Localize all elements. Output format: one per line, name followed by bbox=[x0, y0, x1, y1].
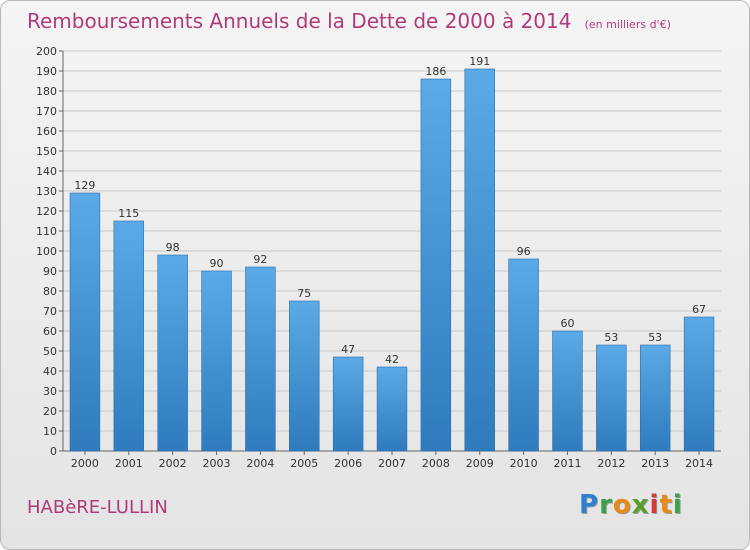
x-tick-label-2010: 2010 bbox=[510, 457, 538, 470]
bar-2000 bbox=[69, 192, 101, 452]
y-tick-label: 10 bbox=[43, 425, 57, 438]
data-label-2005: 75 bbox=[297, 287, 311, 300]
logo-letter: r bbox=[599, 490, 613, 520]
bar-2008 bbox=[420, 78, 452, 452]
x-tick-label-2011: 2011 bbox=[553, 457, 581, 470]
y-tick-label: 0 bbox=[50, 445, 57, 458]
data-label-2013: 53 bbox=[648, 331, 662, 344]
x-tick-label-2004: 2004 bbox=[246, 457, 274, 470]
data-label-2011: 60 bbox=[560, 317, 574, 330]
data-label-2000: 129 bbox=[74, 179, 95, 192]
x-tick-label-2009: 2009 bbox=[466, 457, 494, 470]
data-label-2010: 96 bbox=[517, 245, 531, 258]
bar-2009 bbox=[464, 68, 495, 452]
bar-2002 bbox=[157, 254, 188, 452]
bar-2004 bbox=[245, 266, 276, 452]
x-tick-label-2014: 2014 bbox=[685, 457, 713, 470]
data-label-2001: 115 bbox=[118, 207, 139, 220]
x-tick-label-2003: 2003 bbox=[203, 457, 231, 470]
data-label-2008: 186 bbox=[425, 65, 446, 78]
chart-subtitle: (en milliers d'€) bbox=[584, 18, 671, 31]
logo-letter: i bbox=[672, 490, 683, 520]
data-label-2004: 92 bbox=[253, 253, 267, 266]
y-tick-label: 60 bbox=[43, 325, 57, 338]
y-tick-label: 180 bbox=[36, 85, 57, 98]
logo-letter: t bbox=[659, 490, 673, 520]
data-label-2012: 53 bbox=[604, 331, 618, 344]
y-tick-label: 70 bbox=[43, 305, 57, 318]
y-tick-label: 190 bbox=[36, 65, 57, 78]
y-tick-label: 80 bbox=[43, 285, 57, 298]
x-tick-label-2012: 2012 bbox=[597, 457, 625, 470]
data-label-2007: 42 bbox=[385, 353, 399, 366]
y-tick-label: 20 bbox=[43, 405, 57, 418]
y-tick-label: 170 bbox=[36, 105, 57, 118]
bar-2006 bbox=[332, 356, 364, 452]
y-tick-label: 140 bbox=[36, 165, 57, 178]
y-tick-label: 160 bbox=[36, 125, 57, 138]
bar-2005 bbox=[289, 300, 320, 452]
x-tick-label-2005: 2005 bbox=[290, 457, 318, 470]
bar-2013 bbox=[639, 344, 671, 452]
bar-2010 bbox=[508, 258, 539, 452]
x-tick-label-2008: 2008 bbox=[422, 457, 450, 470]
proxiti-logo: Proxiti bbox=[579, 490, 683, 520]
commune-name: HABèRE-LULLIN bbox=[27, 497, 168, 518]
y-tick-label: 40 bbox=[43, 365, 57, 378]
logo-letter: x bbox=[631, 490, 650, 520]
data-label-2014: 67 bbox=[692, 303, 706, 316]
data-label-2009: 191 bbox=[469, 55, 490, 68]
title-row: Remboursements Annuels de la Dette de 20… bbox=[27, 9, 671, 33]
bar-2012 bbox=[596, 344, 627, 452]
data-label-2003: 90 bbox=[210, 257, 224, 270]
y-tick-label: 150 bbox=[36, 145, 57, 158]
logo-letter: o bbox=[612, 490, 632, 520]
y-tick-label: 90 bbox=[43, 265, 57, 278]
data-label-2002: 98 bbox=[166, 241, 180, 254]
logo-letter: i bbox=[649, 490, 660, 520]
y-tick-label: 110 bbox=[36, 225, 57, 238]
bar-2003 bbox=[201, 270, 232, 452]
bar-2007 bbox=[376, 366, 408, 452]
bar-2014 bbox=[683, 316, 715, 452]
y-tick-label: 120 bbox=[36, 205, 57, 218]
y-tick-label: 200 bbox=[36, 45, 57, 58]
x-tick-label-2001: 2001 bbox=[115, 457, 143, 470]
data-label-2006: 47 bbox=[341, 343, 355, 356]
bar-2001 bbox=[113, 220, 145, 452]
chart-title: Remboursements Annuels de la Dette de 20… bbox=[27, 9, 572, 33]
logo-letter: P bbox=[579, 490, 600, 520]
bar-2011 bbox=[552, 330, 583, 452]
y-tick-label: 30 bbox=[43, 385, 57, 398]
y-tick-label: 100 bbox=[36, 245, 57, 258]
y-tick-label: 130 bbox=[36, 185, 57, 198]
x-tick-label-2002: 2002 bbox=[159, 457, 187, 470]
y-tick-label: 50 bbox=[43, 345, 57, 358]
x-tick-label-2006: 2006 bbox=[334, 457, 362, 470]
x-tick-label-2007: 2007 bbox=[378, 457, 406, 470]
x-tick-label-2000: 2000 bbox=[71, 457, 99, 470]
x-tick-label-2013: 2013 bbox=[641, 457, 669, 470]
